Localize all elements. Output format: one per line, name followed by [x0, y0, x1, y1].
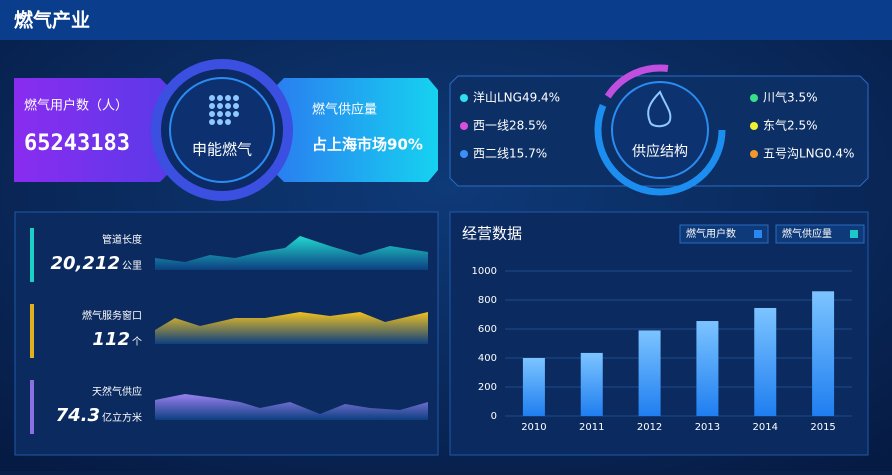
indicator-value: 112 — [92, 329, 130, 350]
header-title: 燃气产业 — [14, 9, 90, 32]
users-value: 65243183 — [24, 131, 130, 156]
legend-item — [775, 224, 865, 244]
indicator-value: 74.3 — [56, 405, 100, 426]
legend-dot — [460, 122, 468, 130]
y-tick-label: 1000 — [472, 266, 497, 277]
legend-dot — [750, 150, 758, 158]
x-tick-label: 2011 — [579, 422, 604, 433]
y-tick-label: 600 — [478, 324, 497, 335]
structure-ring — [594, 64, 726, 196]
legend-dot — [750, 122, 758, 130]
sparkline — [155, 394, 428, 420]
indicator-label: 燃气服务窗口 — [82, 309, 142, 322]
legend-label: 燃气用户数 — [686, 227, 736, 240]
x-tick-label: 2013 — [695, 422, 720, 433]
legend-label: 燃气供应量 — [782, 227, 832, 240]
legend-swatch — [754, 230, 762, 238]
indicator-bar — [30, 228, 34, 282]
indicator-bar — [30, 380, 34, 434]
x-tick-label: 2015 — [810, 422, 835, 433]
supply-value: 占上海市场90% — [312, 136, 423, 154]
company-inner — [169, 77, 275, 183]
structure-title: 供应结构 — [632, 143, 688, 160]
bar — [812, 291, 835, 416]
y-tick-label: 400 — [478, 353, 497, 364]
structure-label: 洋山LNG49.4% — [473, 90, 560, 105]
flame-icon — [647, 90, 672, 128]
supply-panel — [272, 78, 438, 182]
chart-title: 经营数据 — [462, 225, 522, 243]
structure-ring-accent — [594, 64, 726, 196]
legend-item — [679, 224, 769, 244]
y-tick-label: 200 — [478, 382, 497, 393]
structure-label: 西二线15.7% — [473, 147, 547, 161]
legend-swatch — [850, 230, 858, 238]
users-label: 燃气用户数（人） — [24, 98, 128, 114]
bar — [638, 330, 661, 416]
bar — [580, 352, 603, 416]
structure-label: 西一线28.5% — [473, 119, 547, 133]
bar — [522, 358, 545, 416]
sparkline — [155, 236, 428, 270]
y-tick-label: 800 — [478, 295, 497, 306]
legend-dot — [460, 94, 468, 102]
sparkline — [155, 312, 428, 344]
indicator-unit: 公里 — [122, 260, 142, 272]
indicator-label: 天然气供应 — [92, 385, 142, 398]
users-panel — [14, 78, 172, 182]
bar — [754, 307, 777, 416]
supply-label: 燃气供应量 — [312, 102, 377, 118]
indicator-bar — [30, 304, 34, 358]
legend-dot — [750, 94, 758, 102]
header-bar — [0, 0, 892, 40]
bar — [696, 321, 719, 416]
x-tick-label: 2012 — [637, 422, 662, 433]
indicator-unit: 亿立方米 — [102, 411, 142, 424]
structure-label: 东气2.5% — [763, 118, 818, 133]
legend-dot — [460, 150, 468, 158]
indicator-value: 20,212 — [51, 253, 120, 274]
x-tick-label: 2010 — [521, 422, 546, 433]
x-tick-label: 2014 — [753, 422, 778, 433]
company-icon — [209, 95, 239, 125]
structure-inner — [611, 81, 709, 179]
company-name: 申能燃气 — [192, 141, 252, 159]
structure-label: 川气3.5% — [763, 90, 818, 105]
y-tick-label: 0 — [491, 411, 497, 422]
indicator-unit: 个 — [132, 336, 142, 348]
structure-label: 五号沟LNG0.4% — [763, 147, 854, 161]
indicator-label: 管道长度 — [102, 233, 142, 246]
